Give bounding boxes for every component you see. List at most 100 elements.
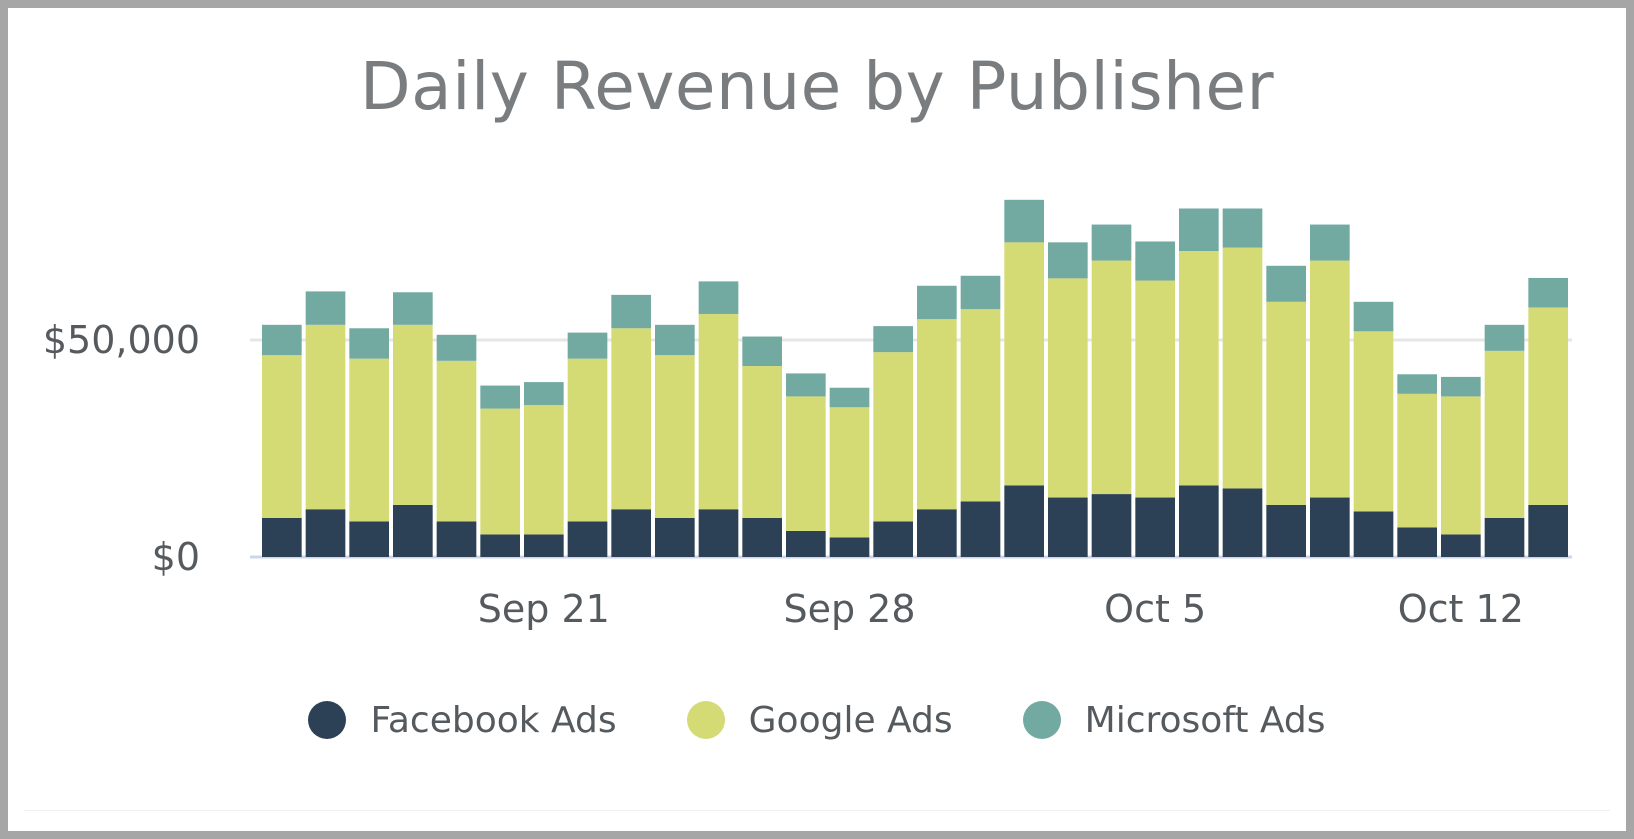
legend-label: Google Ads (748, 699, 953, 741)
bar-google-ads-21[interactable] (1179, 251, 1219, 486)
bar-microsoft-ads-15[interactable] (917, 285, 957, 320)
bar-google-ads-25[interactable] (1353, 331, 1394, 512)
bar-facebook-ads-4[interactable] (436, 521, 477, 557)
bar-microsoft-ads-8[interactable] (611, 294, 651, 329)
bar-microsoft-ads-24[interactable] (1310, 224, 1350, 261)
bar-google-ads-10[interactable] (698, 313, 739, 510)
bar-facebook-ads-7[interactable] (567, 521, 608, 557)
legend-item-facebook-ads[interactable]: Facebook Ads (308, 700, 617, 741)
bar-google-ads-28[interactable] (1484, 350, 1525, 518)
bar-google-ads-4[interactable] (436, 360, 477, 522)
bar-microsoft-ads-11[interactable] (742, 336, 782, 367)
x-tick-label-1: Sep 28 (783, 587, 915, 631)
bar-google-ads-24[interactable] (1310, 260, 1350, 498)
bar-microsoft-ads-18[interactable] (1048, 242, 1088, 279)
legend-swatch (1022, 701, 1061, 739)
bar-microsoft-ads-2[interactable] (349, 328, 389, 359)
bar-facebook-ads-20[interactable] (1135, 497, 1175, 557)
bar-google-ads-17[interactable] (1004, 242, 1044, 486)
bar-microsoft-ads-20[interactable] (1135, 241, 1175, 281)
bar-microsoft-ads-3[interactable] (393, 292, 433, 325)
bar-microsoft-ads-4[interactable] (436, 334, 477, 361)
legend-label: Microsoft Ads (1084, 699, 1326, 741)
bar-google-ads-0[interactable] (262, 355, 302, 518)
bar-microsoft-ads-12[interactable] (786, 373, 826, 397)
bar-google-ads-1[interactable] (305, 324, 346, 510)
bar-microsoft-ads-29[interactable] (1528, 277, 1568, 308)
bar-facebook-ads-14[interactable] (873, 521, 913, 557)
bar-facebook-ads-0[interactable] (262, 517, 302, 557)
bar-facebook-ads-22[interactable] (1222, 488, 1263, 557)
bar-microsoft-ads-5[interactable] (480, 385, 520, 409)
bar-facebook-ads-3[interactable] (393, 504, 433, 557)
bar-microsoft-ads-27[interactable] (1441, 376, 1481, 397)
bar-google-ads-5[interactable] (480, 408, 520, 535)
bar-facebook-ads-18[interactable] (1048, 497, 1088, 557)
bar-microsoft-ads-19[interactable] (1091, 224, 1132, 261)
bar-google-ads-18[interactable] (1048, 278, 1088, 498)
bar-facebook-ads-17[interactable] (1004, 485, 1044, 557)
bar-microsoft-ads-0[interactable] (262, 324, 302, 356)
bar-microsoft-ads-23[interactable] (1266, 265, 1306, 302)
bar-microsoft-ads-7[interactable] (567, 332, 608, 359)
bar-facebook-ads-1[interactable] (305, 509, 346, 557)
legend-item-google-ads[interactable]: Google Ads (686, 699, 953, 741)
bar-facebook-ads-25[interactable] (1353, 511, 1394, 557)
legend-swatch (686, 701, 725, 739)
bar-google-ads-11[interactable] (742, 366, 782, 518)
bar-microsoft-ads-13[interactable] (829, 387, 870, 408)
bar-google-ads-26[interactable] (1397, 393, 1437, 528)
bar-google-ads-22[interactable] (1222, 247, 1263, 489)
bar-google-ads-9[interactable] (655, 355, 695, 518)
bar-facebook-ads-12[interactable] (786, 530, 826, 557)
bar-facebook-ads-27[interactable] (1441, 534, 1481, 557)
bar-google-ads-13[interactable] (829, 407, 870, 538)
bar-microsoft-ads-17[interactable] (1004, 199, 1044, 243)
bar-facebook-ads-28[interactable] (1484, 517, 1525, 557)
bar-microsoft-ads-16[interactable] (960, 275, 1001, 310)
bar-google-ads-6[interactable] (524, 405, 564, 535)
bar-facebook-ads-2[interactable] (349, 521, 389, 557)
bar-facebook-ads-6[interactable] (524, 534, 564, 557)
bars (262, 199, 1568, 557)
bar-google-ads-12[interactable] (786, 396, 826, 531)
bar-facebook-ads-8[interactable] (611, 509, 651, 557)
bar-google-ads-3[interactable] (393, 324, 433, 505)
bar-microsoft-ads-22[interactable] (1222, 208, 1263, 248)
bar-google-ads-19[interactable] (1091, 260, 1132, 495)
legend-item-microsoft-ads[interactable]: Microsoft Ads (1022, 699, 1326, 741)
bar-facebook-ads-16[interactable] (960, 501, 1001, 557)
bar-facebook-ads-24[interactable] (1310, 497, 1350, 557)
bar-microsoft-ads-10[interactable] (698, 281, 739, 314)
bar-facebook-ads-29[interactable] (1528, 504, 1568, 557)
bar-microsoft-ads-25[interactable] (1353, 301, 1394, 332)
bar-facebook-ads-23[interactable] (1266, 504, 1306, 557)
bar-facebook-ads-26[interactable] (1397, 527, 1437, 557)
bar-microsoft-ads-21[interactable] (1179, 208, 1219, 252)
bar-google-ads-27[interactable] (1441, 396, 1481, 535)
bar-google-ads-7[interactable] (567, 358, 608, 522)
bar-facebook-ads-15[interactable] (917, 509, 957, 557)
chart-title: Daily Revenue by Publisher (359, 48, 1275, 125)
bar-microsoft-ads-14[interactable] (873, 326, 913, 353)
bar-facebook-ads-10[interactable] (698, 509, 739, 557)
bar-microsoft-ads-6[interactable] (524, 382, 564, 406)
bar-google-ads-20[interactable] (1135, 280, 1175, 498)
bar-google-ads-14[interactable] (873, 352, 913, 522)
bar-microsoft-ads-1[interactable] (305, 291, 346, 325)
bar-google-ads-2[interactable] (349, 358, 389, 522)
bar-facebook-ads-21[interactable] (1179, 485, 1219, 557)
bar-microsoft-ads-26[interactable] (1397, 374, 1437, 394)
bar-google-ads-8[interactable] (611, 328, 651, 510)
bar-microsoft-ads-9[interactable] (655, 324, 695, 356)
bar-facebook-ads-11[interactable] (742, 517, 782, 557)
bar-google-ads-23[interactable] (1266, 301, 1306, 505)
bar-google-ads-29[interactable] (1528, 307, 1568, 505)
bar-microsoft-ads-28[interactable] (1484, 324, 1525, 351)
bar-google-ads-16[interactable] (960, 309, 1001, 502)
bar-facebook-ads-5[interactable] (480, 534, 520, 557)
bar-google-ads-15[interactable] (917, 319, 957, 510)
bar-facebook-ads-9[interactable] (655, 517, 695, 557)
bar-facebook-ads-19[interactable] (1091, 494, 1132, 557)
bar-facebook-ads-13[interactable] (829, 537, 870, 557)
